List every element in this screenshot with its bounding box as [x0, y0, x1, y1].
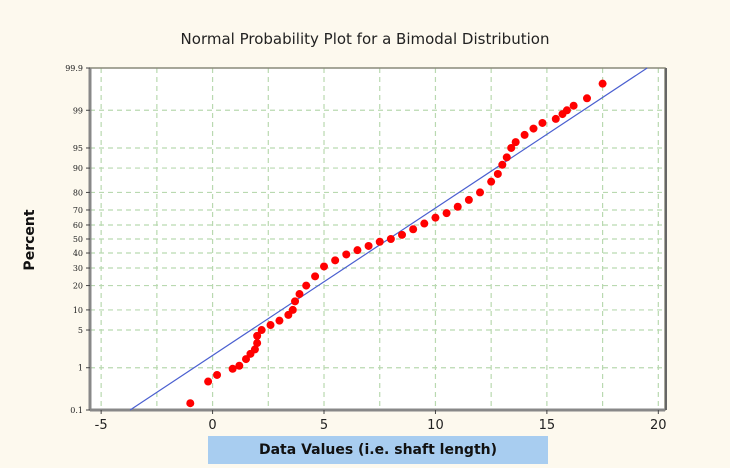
data-point	[569, 101, 578, 110]
data-point	[507, 143, 516, 152]
data-point	[342, 250, 351, 259]
data-point	[551, 114, 560, 123]
y-axis-label: Percent	[22, 209, 38, 271]
data-point	[409, 225, 418, 234]
data-point	[213, 370, 222, 379]
data-point	[295, 290, 304, 299]
chart-title: Normal Probability Plot for a Bimodal Di…	[180, 30, 550, 48]
data-point	[320, 262, 329, 271]
data-point	[253, 331, 262, 340]
data-point	[235, 361, 244, 370]
y-tick-label: 99.9	[65, 64, 83, 73]
x-tick-label: 10	[427, 418, 444, 433]
x-tick-label: 20	[650, 418, 667, 433]
y-tick-label: 90	[73, 164, 83, 173]
data-point	[538, 118, 547, 127]
data-point	[364, 241, 373, 250]
data-point	[311, 272, 320, 281]
data-point	[302, 281, 311, 290]
data-point	[375, 237, 384, 246]
y-tick-label: 20	[73, 282, 83, 291]
y-tick-label: 70	[73, 206, 83, 215]
data-point	[487, 177, 496, 186]
data-point	[242, 355, 251, 364]
data-point	[520, 130, 529, 139]
data-point	[529, 124, 538, 133]
data-point	[511, 138, 520, 147]
data-point	[493, 169, 502, 178]
y-tick-label: 60	[73, 221, 83, 230]
data-point	[598, 79, 607, 88]
data-point	[291, 297, 300, 306]
data-point	[331, 256, 340, 265]
x-tick-label: -5	[95, 418, 108, 433]
y-tick-label: 0.1	[70, 406, 83, 415]
y-tick-label: 1	[78, 364, 83, 373]
data-point	[386, 235, 395, 243]
data-point	[431, 213, 440, 222]
data-point	[257, 326, 266, 335]
data-point	[562, 106, 571, 115]
data-point	[453, 202, 462, 211]
x-tick-label: 15	[539, 418, 556, 433]
data-point	[502, 153, 511, 162]
data-point	[275, 316, 284, 325]
data-point	[582, 94, 591, 103]
x-axis-label: Data Values (i.e. shaft length)	[208, 436, 548, 464]
data-point	[253, 339, 262, 348]
y-tick-label: 80	[73, 188, 83, 197]
data-point	[228, 364, 237, 373]
data-point	[250, 345, 259, 354]
data-point	[266, 321, 275, 330]
data-point	[398, 230, 407, 239]
data-point	[476, 188, 485, 197]
data-point	[186, 399, 195, 408]
y-tick-label: 5	[78, 326, 83, 335]
x-tick-label: 5	[320, 418, 328, 433]
y-tick-label: 95	[73, 144, 83, 153]
data-point	[204, 377, 213, 386]
y-tick-label: 40	[73, 249, 83, 258]
y-tick-label: 99	[73, 106, 83, 115]
data-point	[353, 246, 362, 255]
data-point	[464, 195, 473, 204]
data-point	[420, 219, 429, 228]
data-point	[498, 160, 507, 169]
x-tick-label: 0	[208, 418, 216, 433]
y-tick-label: 10	[73, 306, 83, 315]
data-point	[442, 209, 451, 218]
data-point	[288, 305, 297, 314]
y-tick-label: 50	[73, 235, 83, 244]
y-tick-label: 30	[73, 264, 83, 273]
